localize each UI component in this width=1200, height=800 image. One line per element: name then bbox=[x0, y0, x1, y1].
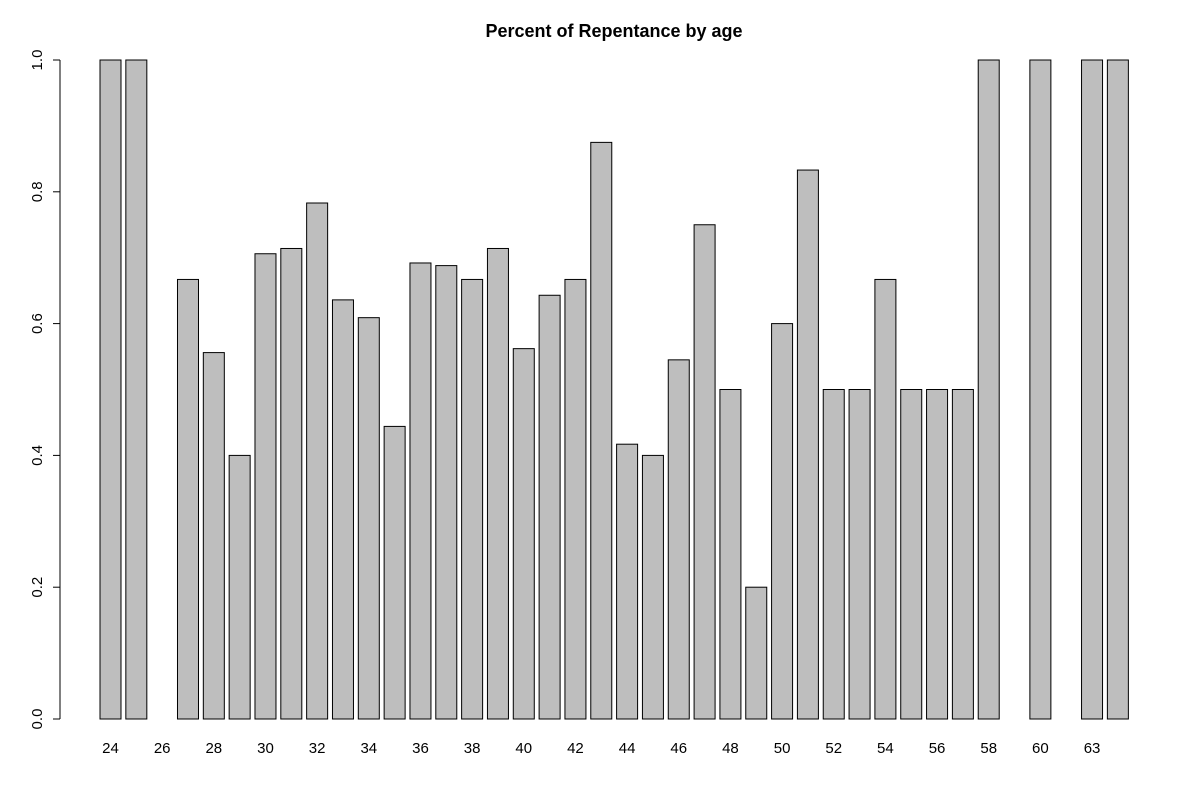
bar-age-31 bbox=[280, 247, 303, 720]
bar-age-32 bbox=[306, 202, 329, 720]
bar-age-37 bbox=[435, 265, 458, 720]
bar-age-49 bbox=[745, 586, 768, 720]
bar-age-35 bbox=[383, 425, 406, 720]
chart-title: Percent of Repentance by age bbox=[485, 21, 742, 41]
x-tick-label: 26 bbox=[154, 740, 171, 757]
y-axis: 0.0 0.2 0.4 0.6 0.8 1.0 bbox=[29, 50, 61, 730]
bar-age-46 bbox=[667, 359, 690, 720]
bar-age-47 bbox=[693, 224, 716, 720]
bar-age-56 bbox=[926, 389, 949, 720]
bar-age-28 bbox=[202, 352, 225, 720]
x-tick-label: 54 bbox=[877, 740, 894, 757]
x-tick-label: 50 bbox=[774, 740, 791, 757]
y-tick-label: 0.2 bbox=[29, 577, 46, 598]
bar-age-42 bbox=[564, 278, 587, 720]
bar-age-48 bbox=[719, 389, 742, 720]
bar-age-53 bbox=[848, 389, 871, 720]
x-tick-label: 30 bbox=[257, 740, 274, 757]
bar-age-41 bbox=[538, 294, 561, 720]
x-tick-label: 28 bbox=[205, 740, 222, 757]
bar-age-54 bbox=[874, 278, 897, 720]
x-tick-label: 48 bbox=[722, 740, 739, 757]
bar-age-33 bbox=[331, 299, 354, 720]
bar-age-30 bbox=[254, 253, 277, 720]
bar-age-29 bbox=[228, 454, 251, 720]
bar-age-63 bbox=[1081, 59, 1104, 720]
x-tick-label: 32 bbox=[309, 740, 326, 757]
y-tick-label: 1.0 bbox=[29, 50, 46, 71]
x-tick-label: 24 bbox=[102, 740, 119, 757]
bar-age-50 bbox=[771, 323, 794, 720]
x-tick-label: 42 bbox=[567, 740, 584, 757]
y-tick-label: 0.6 bbox=[29, 313, 46, 334]
x-axis-labels: 24 26 28 30 32 34 36 38 40 42 44 46 48 50 52 54 56 58 60 63 bbox=[102, 740, 1100, 757]
bar-age-58 bbox=[977, 59, 1000, 720]
x-tick-label: 44 bbox=[619, 740, 636, 757]
bar-age-64 bbox=[1106, 59, 1129, 720]
x-tick-label: 56 bbox=[929, 740, 946, 757]
bar-age-43 bbox=[590, 141, 613, 720]
x-tick-label: 63 bbox=[1084, 740, 1101, 757]
bar-age-57 bbox=[951, 389, 974, 720]
bars bbox=[99, 59, 1129, 720]
bar-age-45 bbox=[641, 454, 664, 720]
y-tick-label: 0.8 bbox=[29, 181, 46, 202]
bar-age-60 bbox=[1029, 59, 1052, 720]
x-tick-label: 52 bbox=[825, 740, 842, 757]
x-tick-label: 36 bbox=[412, 740, 429, 757]
bar-age-55 bbox=[900, 389, 923, 720]
x-tick-label: 58 bbox=[980, 740, 997, 757]
y-tick-label: 0.0 bbox=[29, 709, 46, 730]
bar-age-51 bbox=[796, 169, 819, 720]
bar-age-36 bbox=[409, 262, 432, 720]
bar-age-40 bbox=[512, 348, 535, 720]
x-tick-label: 46 bbox=[670, 740, 687, 757]
y-tick-label: 0.4 bbox=[29, 445, 46, 466]
x-tick-label: 40 bbox=[515, 740, 532, 757]
bar-age-39 bbox=[486, 247, 509, 720]
bar-age-44 bbox=[616, 443, 639, 720]
bar-age-24 bbox=[99, 59, 122, 720]
bar-age-34 bbox=[357, 317, 380, 720]
bar-age-52 bbox=[822, 389, 845, 720]
bar-age-27 bbox=[176, 278, 199, 720]
x-tick-label: 34 bbox=[360, 740, 377, 757]
bar-age-25 bbox=[125, 59, 148, 720]
x-tick-label: 60 bbox=[1032, 740, 1049, 757]
x-tick-label: 38 bbox=[464, 740, 481, 757]
bar-age-38 bbox=[461, 278, 484, 720]
